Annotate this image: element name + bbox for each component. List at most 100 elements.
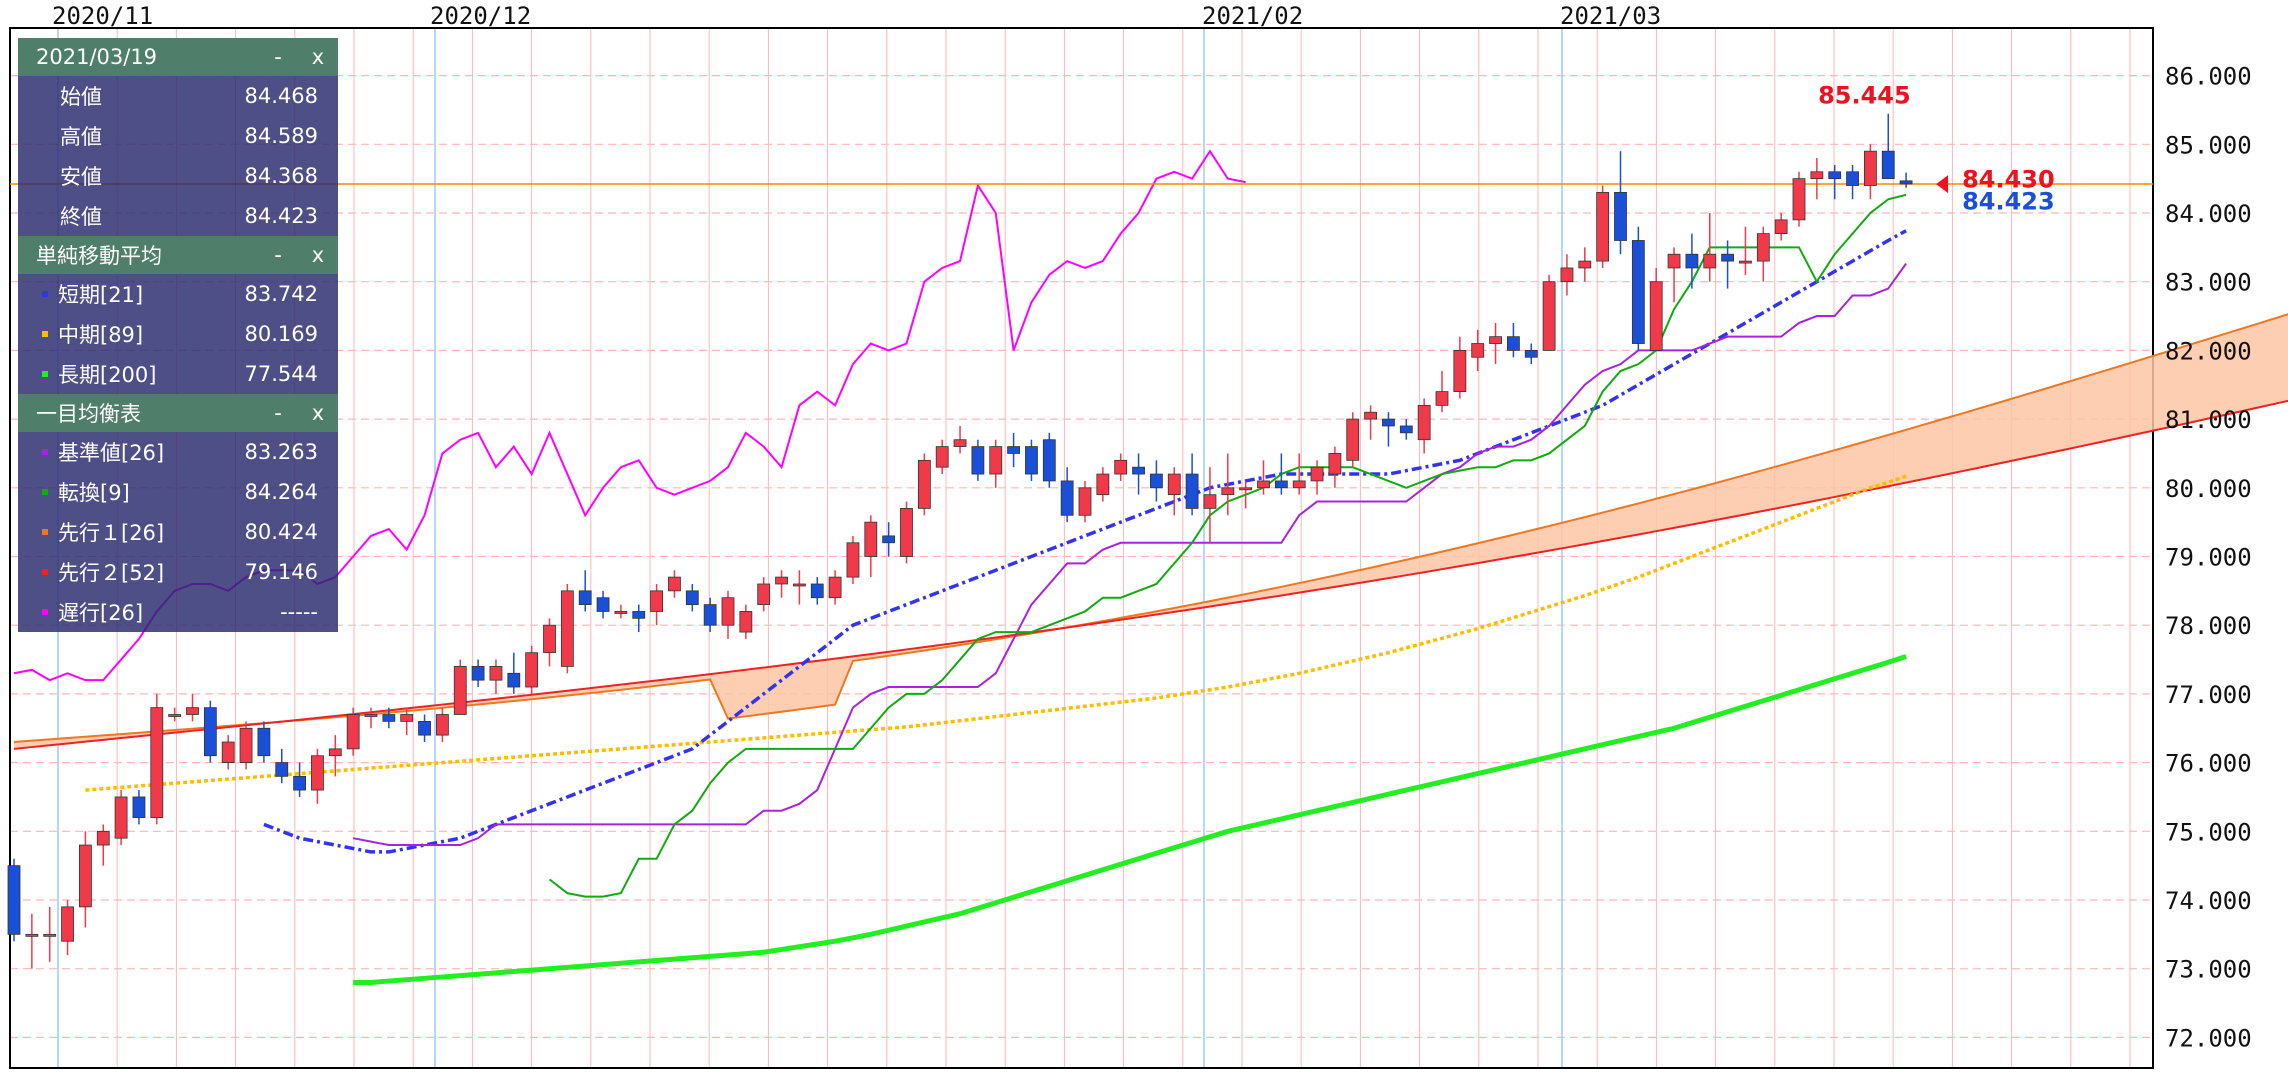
candle-body — [346, 714, 360, 750]
ichimoku-row: 基準値[26] 83.263 — [18, 432, 338, 472]
ohlc-row: 始値 84.468 — [18, 76, 338, 116]
ichimoku-close-button[interactable]: x — [311, 401, 325, 425]
candle-body — [1346, 418, 1360, 461]
candle-body — [1292, 480, 1306, 489]
ichimoku-title: 一目均衡表 — [36, 402, 141, 426]
ichimoku-section: 基準値[26] 83.263 転換[9] 84.264 先行１[26] 80.424 先行２… — [18, 432, 338, 632]
candle-body — [257, 727, 271, 757]
candle-body — [1489, 336, 1502, 344]
tenkan-line — [548, 193, 1907, 898]
candle-body — [1364, 411, 1377, 420]
candle-body — [1596, 191, 1610, 262]
candle-body — [1703, 253, 1717, 269]
ichimoku-row: 遅行[26] ----- — [18, 592, 338, 632]
candle-body — [1828, 171, 1842, 180]
candle-body — [1578, 260, 1592, 269]
candle-body — [1060, 480, 1074, 516]
y-tick-label: 83.000 — [2165, 269, 2252, 297]
candle-body — [1614, 191, 1627, 241]
ohlc-row: 終値 84.423 — [18, 196, 338, 236]
kumo-fill — [14, 314, 2288, 749]
candle-body — [43, 933, 57, 937]
candle-body — [1774, 219, 1788, 235]
panel-header-sma: 単純移動平均 - x — [18, 236, 338, 274]
candle-body — [1132, 466, 1145, 475]
short-ma-line — [263, 229, 1907, 854]
sma-row: 長期[200] 77.544 — [18, 354, 338, 394]
candle-body — [560, 590, 574, 667]
ichimoku-cloud — [13, 313, 2288, 750]
candle-body — [793, 583, 806, 587]
y-tick-label: 75.000 — [2165, 818, 2252, 846]
legend-swatch — [42, 569, 48, 575]
ichimoku-minimize-button[interactable]: - — [274, 401, 282, 425]
candle-body — [1864, 150, 1877, 186]
bid-price-label: 84.423 — [1962, 187, 2055, 215]
y-tick-label: 86.000 — [2165, 63, 2252, 91]
candle-body — [1453, 349, 1467, 393]
candle-body — [1881, 150, 1895, 180]
sma-close-button[interactable]: x — [311, 243, 325, 267]
candle-body — [435, 714, 449, 736]
candle-body — [1328, 453, 1342, 475]
candle-body — [1667, 253, 1681, 269]
y-tick-label: 82.000 — [2165, 337, 2252, 365]
candle-body — [882, 535, 896, 544]
candle-body — [1239, 487, 1253, 491]
y-tick-label: 77.000 — [2165, 681, 2252, 709]
candle-body — [1042, 439, 1056, 482]
x-tick-label: 2021/02 — [1202, 2, 1303, 30]
legend-swatch — [42, 529, 48, 535]
candle-body — [1203, 494, 1217, 509]
candle-body — [721, 597, 735, 626]
sma-row: 中期[89] 80.169 — [18, 314, 338, 354]
candle-body — [917, 459, 931, 509]
legend-swatch — [42, 489, 48, 495]
candle-body — [1257, 480, 1270, 489]
kijun-line — [352, 263, 1907, 847]
candle-body — [1560, 267, 1574, 283]
sma-value: 77.544 — [244, 362, 318, 386]
panel-date: 2021/03/19 — [36, 45, 158, 69]
candle-body — [1524, 349, 1538, 358]
y-tick-label: 80.000 — [2165, 475, 2252, 503]
legend-swatch — [42, 291, 48, 297]
candle-body — [96, 830, 110, 846]
senkou-span-1-line — [13, 313, 2288, 743]
candle-body — [543, 624, 556, 654]
candle-body — [775, 576, 788, 585]
candle-body — [489, 666, 503, 681]
sma-label: 短期[21] — [58, 283, 144, 307]
candle-body — [525, 652, 539, 688]
info-panel: 2021/03/19 - x 始値 84.468 高値 84.589 安値 84.368 終… — [18, 38, 338, 632]
candle-body — [364, 714, 378, 717]
close-button[interactable]: x — [311, 45, 325, 69]
candle-body — [578, 590, 592, 605]
candlesticks[interactable] — [7, 113, 1913, 969]
candle-body — [1007, 446, 1020, 454]
candle-body — [239, 727, 253, 763]
legend-swatch — [42, 331, 48, 337]
y-tick-label: 74.000 — [2165, 887, 2252, 915]
candle-body — [1417, 404, 1431, 441]
ichimoku-value: 80.424 — [244, 520, 318, 544]
ohlc-value: 84.423 — [244, 204, 318, 228]
candle-body — [1150, 473, 1163, 489]
candle-body — [311, 755, 324, 791]
ichimoku-value: ----- — [280, 600, 318, 624]
candle-body — [7, 865, 21, 935]
ohlc-label: 終値 — [60, 205, 102, 229]
candle-body — [507, 672, 521, 688]
candle-body — [1078, 487, 1092, 516]
candle-body — [596, 597, 610, 612]
legend-swatch — [42, 371, 48, 377]
ichimoku-label: 遅行[26] — [58, 601, 144, 625]
candle-body — [1721, 253, 1734, 262]
candle-body — [1025, 446, 1038, 475]
sma-minimize-button[interactable]: - — [274, 243, 282, 267]
candle-body — [1274, 480, 1288, 489]
y-tick-label: 81.000 — [2165, 406, 2252, 434]
minimize-button[interactable]: - — [274, 45, 282, 69]
candle-body — [1507, 336, 1520, 351]
